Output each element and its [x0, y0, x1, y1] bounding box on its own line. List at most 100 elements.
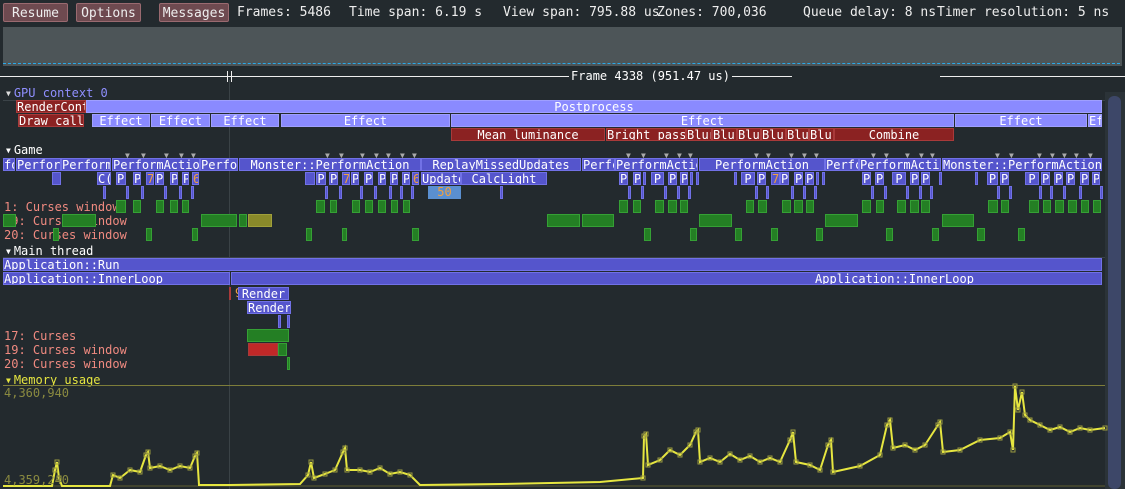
game-zone[interactable]: Perfor — [200, 158, 238, 171]
lock-region[interactable] — [644, 228, 651, 241]
game-zone[interactable] — [360, 186, 363, 199]
message-marker-icon[interactable]: ▼ — [374, 151, 379, 160]
game-zone[interactable] — [305, 172, 315, 185]
main-zone-application-run[interactable]: Application::Run — [3, 258, 1102, 271]
gpu-zone-mean-luminance[interactable]: Mean luminance — [451, 128, 605, 141]
lock-region[interactable] — [182, 200, 189, 213]
message-marker-icon[interactable]: ▼ — [1088, 151, 1093, 160]
game-zone[interactable] — [930, 186, 933, 199]
game-zone[interactable]: P — [351, 172, 359, 185]
main-zone[interactable] — [229, 287, 231, 300]
gpu-zone-effect[interactable]: Effect — [211, 114, 279, 127]
game-zone[interactable] — [52, 172, 61, 185]
game-zone[interactable] — [755, 186, 758, 199]
lock-region[interactable] — [806, 200, 814, 213]
game-zone[interactable]: P — [155, 172, 164, 185]
message-marker-icon[interactable]: ▼ — [802, 151, 807, 160]
game-zone[interactable]: Perform — [61, 158, 111, 171]
lock-region[interactable] — [942, 214, 974, 227]
gpu-zone-effect[interactable]: Ef — [1088, 114, 1102, 127]
game-zone[interactable]: P — [329, 172, 338, 185]
game-zone[interactable]: P — [390, 172, 398, 185]
lock-region[interactable] — [403, 200, 410, 213]
lock-region[interactable] — [977, 228, 985, 241]
game-zone[interactable] — [1063, 186, 1066, 199]
message-marker-icon[interactable]: ▼ — [919, 151, 924, 160]
game-zone[interactable] — [677, 186, 680, 199]
gpu-zone-effect[interactable]: Effect — [151, 114, 210, 127]
game-zone[interactable] — [734, 172, 737, 185]
lock-region[interactable] — [330, 200, 337, 213]
game-zone[interactable]: P — [182, 172, 189, 185]
gpu-zone-blur[interactable]: Blur — [712, 128, 737, 141]
game-zone[interactable] — [884, 186, 887, 199]
lock-region[interactable] — [53, 228, 59, 241]
lock-region[interactable] — [816, 228, 823, 241]
game-zone[interactable]: 6 — [412, 172, 419, 185]
lock-region-blocked[interactable] — [248, 343, 278, 356]
gpu-zone-blur[interactable]: Blur — [686, 128, 712, 141]
gpu-zone-effect[interactable]: Effect — [92, 114, 150, 127]
game-zone[interactable]: P — [757, 172, 766, 185]
message-marker-icon[interactable]: ▼ — [1037, 151, 1042, 160]
game-zone[interactable] — [791, 186, 794, 199]
message-marker-icon[interactable]: ▼ — [400, 151, 405, 160]
game-zone[interactable]: fo — [3, 158, 15, 171]
game-zone[interactable]: C( — [97, 172, 111, 185]
game-zone[interactable]: P — [133, 172, 141, 185]
lock-region[interactable] — [619, 200, 628, 213]
lock-region[interactable] — [378, 200, 386, 213]
lock-region[interactable] — [287, 357, 290, 370]
game-zone[interactable]: Perfc — [582, 158, 615, 171]
lock-region[interactable] — [886, 228, 893, 241]
game-zone[interactable] — [141, 186, 144, 199]
message-marker-icon[interactable]: ▼ — [1062, 151, 1067, 160]
game-zone[interactable]: P — [680, 172, 688, 185]
game-zone[interactable]: PerformAction — [699, 158, 825, 171]
game-zone[interactable] — [1039, 186, 1042, 199]
lock-region[interactable] — [1001, 200, 1009, 213]
gpu-zone-postprocess[interactable]: Postprocess — [86, 100, 1102, 113]
frame-label[interactable]: Frame 4338 (951.47 us) — [569, 69, 732, 83]
message-marker-icon[interactable]: ▼ — [641, 151, 646, 160]
game-zone[interactable]: P — [633, 172, 641, 185]
game-zone[interactable]: P — [316, 172, 326, 185]
game-zone[interactable] — [103, 186, 106, 199]
main-zone-render[interactable]: Render — [238, 287, 289, 300]
options-button[interactable]: Options — [76, 3, 141, 22]
message-marker-icon[interactable]: ▼ — [325, 151, 330, 160]
message-marker-icon[interactable]: ▼ — [754, 151, 759, 160]
game-zone[interactable]: P — [1066, 172, 1075, 185]
game-zone[interactable]: Update — [421, 172, 461, 185]
lock-region[interactable] — [668, 200, 677, 213]
lock-region[interactable] — [547, 214, 580, 227]
game-thread-header[interactable]: ▼ Game — [6, 144, 43, 157]
lock-region[interactable] — [156, 200, 164, 213]
game-zone[interactable]: Monster::PerformAction — [942, 158, 1102, 171]
game-zone[interactable]: P — [780, 172, 789, 185]
game-zone[interactable] — [1100, 186, 1103, 199]
lock-region[interactable] — [910, 200, 919, 213]
game-zone[interactable] — [374, 186, 377, 199]
lock-region[interactable] — [633, 200, 641, 213]
game-zone[interactable] — [1009, 186, 1012, 199]
message-marker-icon[interactable]: ▼ — [930, 151, 935, 160]
main-zone[interactable] — [278, 315, 281, 328]
game-zone[interactable]: P — [805, 172, 814, 185]
game-zone[interactable]: 7 — [146, 172, 154, 185]
game-zone[interactable] — [411, 186, 414, 199]
game-zone[interactable] — [1050, 186, 1053, 199]
lock-region[interactable] — [192, 228, 198, 241]
lock-region[interactable] — [1018, 228, 1025, 241]
message-marker-icon[interactable]: ▼ — [1050, 151, 1055, 160]
game-zone[interactable]: P — [1092, 172, 1100, 185]
game-zone[interactable]: P — [862, 172, 871, 185]
gpu-zone-draw-calls[interactable]: Draw calls — [18, 114, 84, 127]
game-zone[interactable] — [500, 186, 503, 199]
lock-region[interactable] — [247, 329, 289, 342]
game-zone[interactable]: Monster::PerformAction — [239, 158, 421, 171]
game-zone[interactable]: P — [668, 172, 677, 185]
lock-region[interactable] — [758, 200, 767, 213]
game-zone[interactable] — [906, 186, 909, 199]
